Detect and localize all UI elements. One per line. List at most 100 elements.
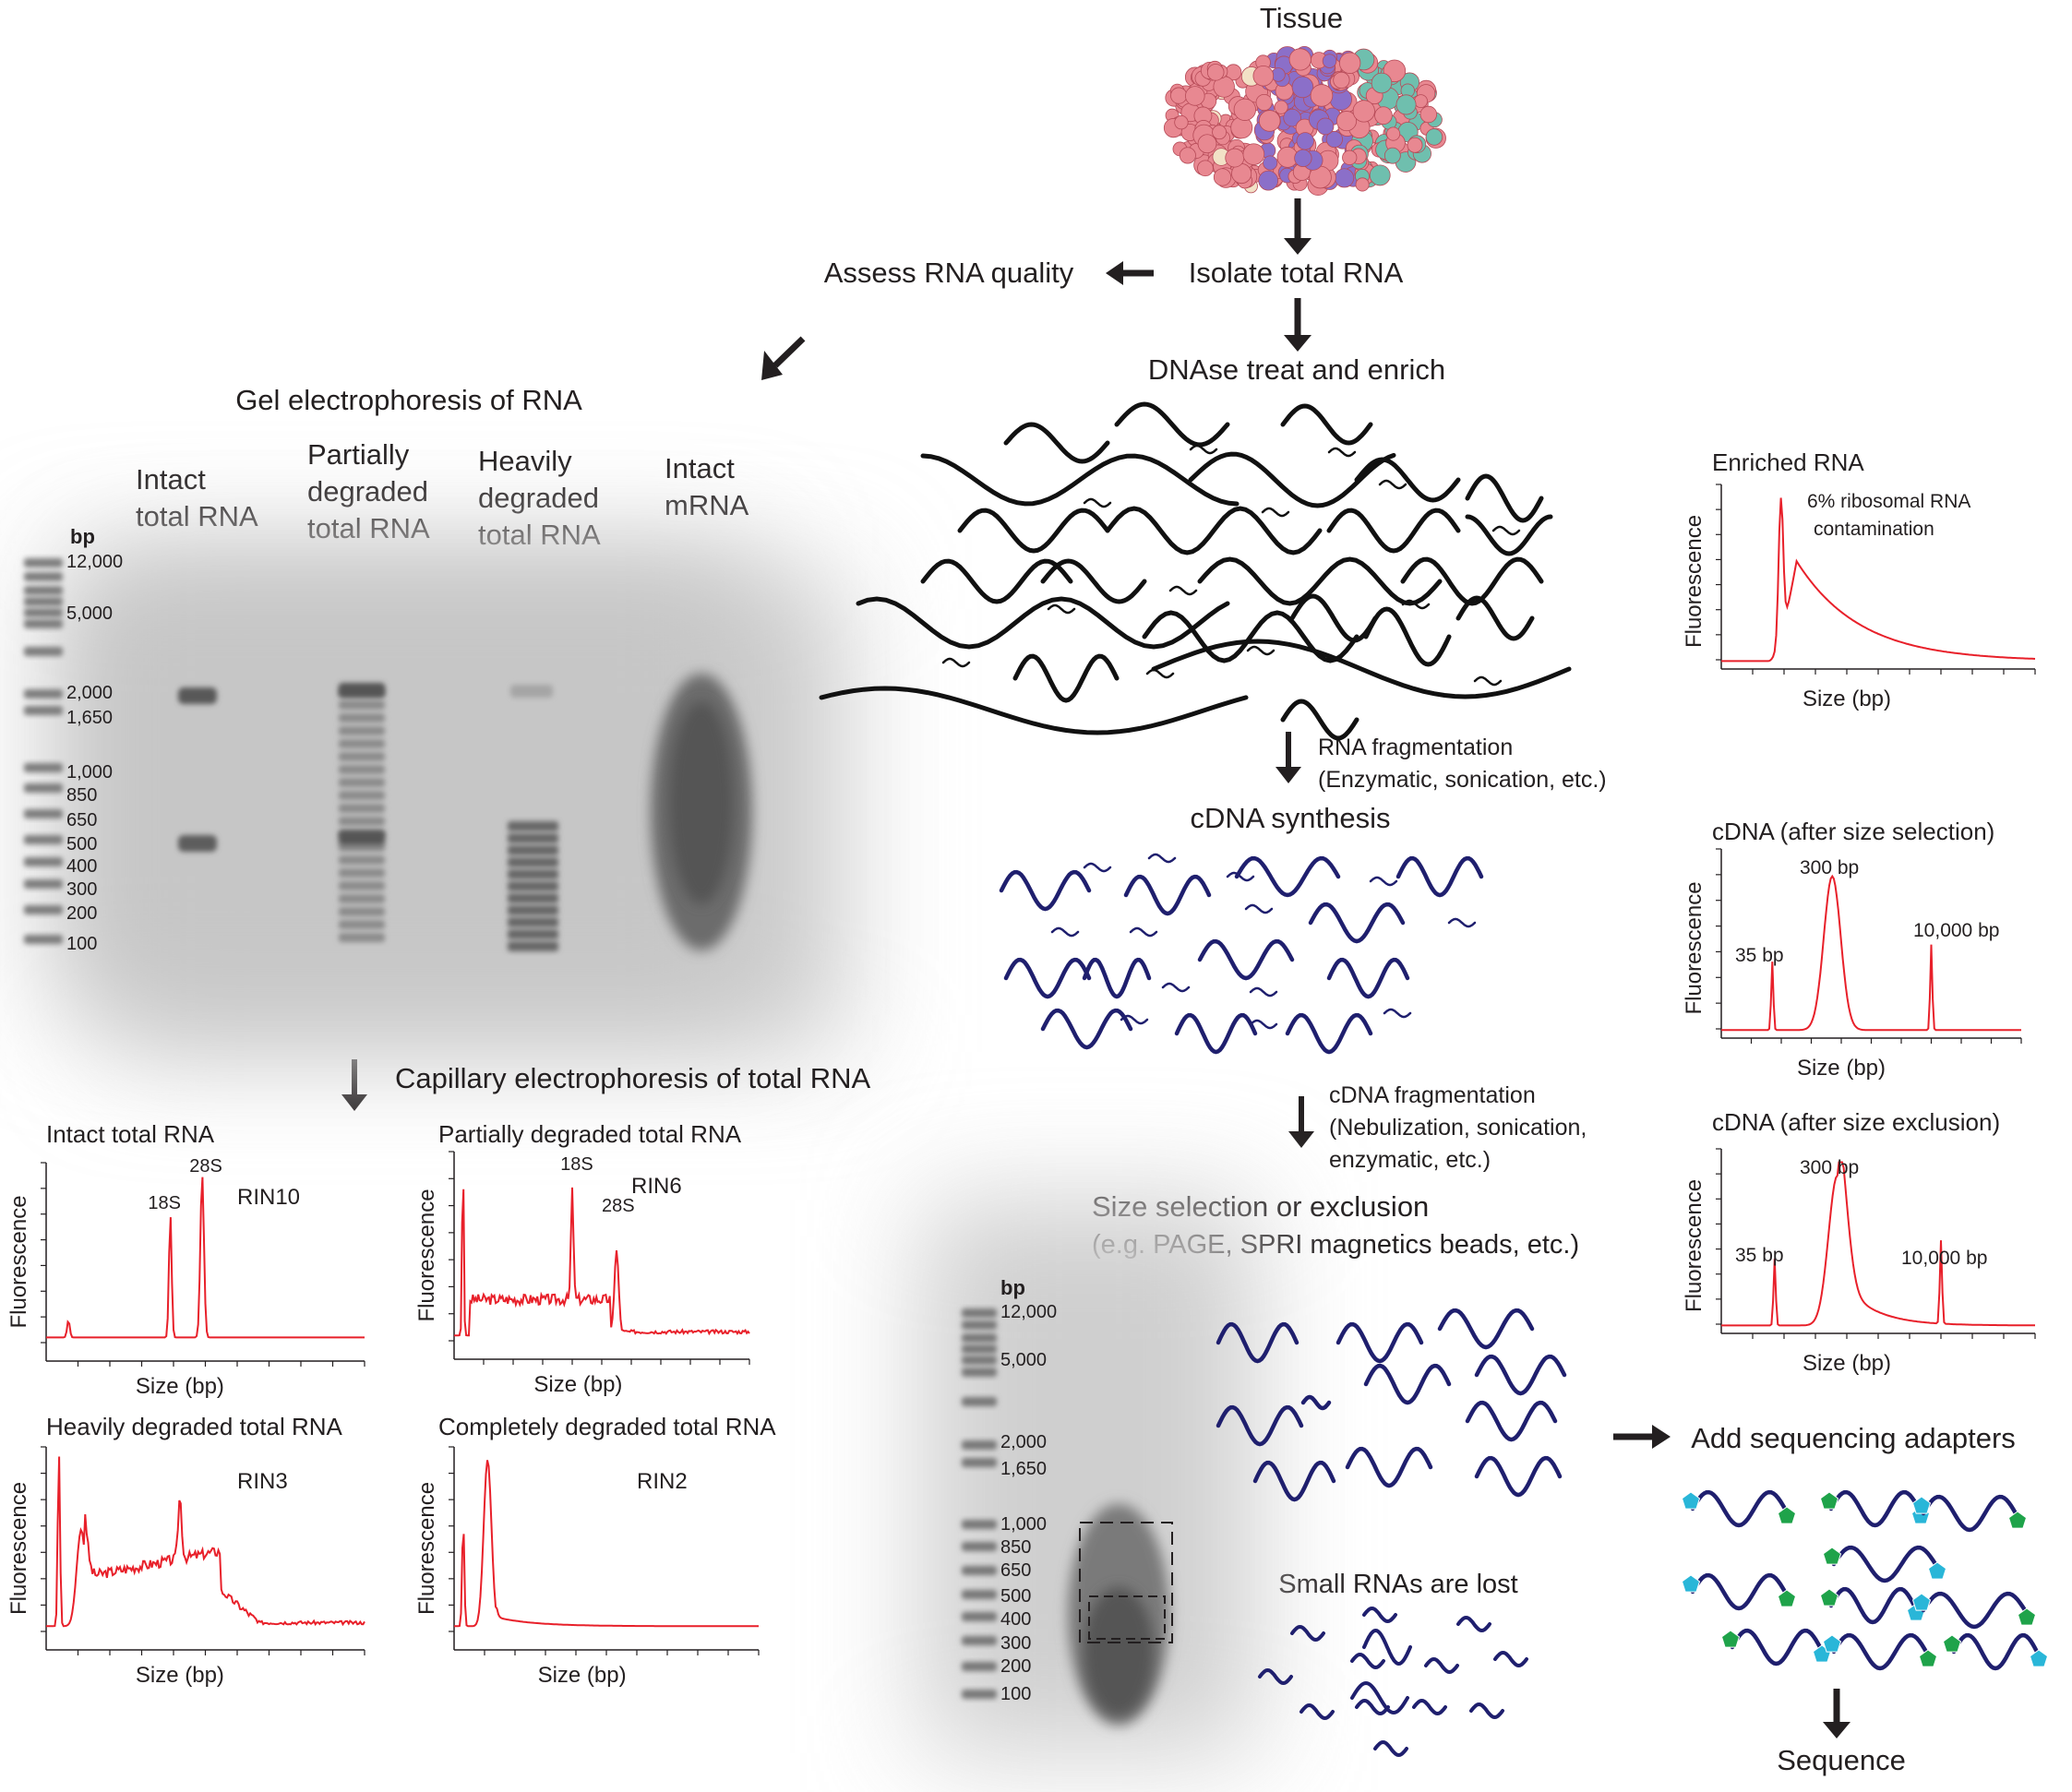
small-cdna	[1369, 876, 1398, 887]
tissue-cell	[1291, 76, 1314, 99]
tissue-cell	[1322, 54, 1337, 68]
rna-strand	[856, 596, 1230, 650]
ladder-band	[962, 1333, 997, 1343]
tissue-cell	[1414, 94, 1428, 109]
fluorescence-trace	[454, 1460, 759, 1628]
lane-4-label-line-1: Intact	[665, 452, 735, 484]
rna-strand	[1326, 508, 1461, 554]
size-gel-ladder-bands	[962, 1308, 997, 1699]
capillary-panel-1: Intact total RNA Fluorescence Size (bp) RIN…	[6, 1120, 365, 1399]
small-cdna	[1383, 1008, 1412, 1019]
ladder-band	[24, 835, 63, 844]
small-rna	[1189, 444, 1218, 455]
peak-label-35bp: 35 bp	[1735, 945, 1784, 966]
peak-label-28s: 28S	[189, 1156, 222, 1177]
x-axis-label: Size (bp)	[533, 1372, 622, 1397]
tissue-cell	[1197, 134, 1217, 154]
small-rna-strand	[1373, 1739, 1408, 1758]
adapter-5prime	[1911, 1593, 1932, 1611]
adapter-3prime	[1777, 1589, 1797, 1607]
small-rna	[1047, 603, 1076, 615]
rna-strand	[1280, 699, 1359, 741]
small-rna-strand	[1456, 1615, 1491, 1633]
cdna-strand	[1174, 1012, 1258, 1055]
tissue-cell	[1174, 115, 1189, 130]
selected-cdna-strand	[1465, 1400, 1558, 1442]
small-rna	[1145, 668, 1175, 679]
rin-value: RIN10	[237, 1185, 300, 1210]
adapter-5prime	[1720, 1630, 1741, 1648]
small-cdna	[1447, 917, 1477, 928]
selected-cdna-strand	[1252, 1460, 1336, 1502]
ladder-label: 400	[66, 856, 97, 877]
small-cdna	[1161, 982, 1191, 993]
tissue-cell	[1296, 132, 1314, 150]
adapter-5prime	[1911, 1496, 1932, 1514]
ladder-label: 400	[1000, 1609, 1031, 1630]
smear-band	[508, 881, 558, 891]
tissue-cell	[1369, 164, 1391, 186]
adapter-5prime	[1822, 1634, 1842, 1653]
selected-cdna-strand	[1363, 1363, 1452, 1405]
selected-cdna-strand	[1300, 1394, 1332, 1411]
contamination-note-1: 6% ribosomal RNA	[1807, 491, 1970, 512]
tissue-cell	[1386, 126, 1401, 141]
smear-band	[339, 778, 385, 787]
ladder-label: 650	[66, 810, 97, 830]
adapter-3prime	[2029, 1649, 2049, 1667]
selected-cdna-strand	[1474, 1455, 1563, 1498]
smear-band	[339, 817, 385, 826]
arrow-rna-fragmentation	[1276, 732, 1301, 783]
ladder-label: 500	[66, 834, 97, 854]
smear-band	[339, 804, 385, 813]
ladder-band	[962, 1458, 997, 1467]
adapter-3prime	[1918, 1649, 1938, 1667]
smear-band	[508, 833, 558, 843]
capillary-panel-2: Partially degraded total RNA Fluorescence…	[414, 1120, 750, 1397]
cdna-fragmentation-methods-2: enzymatic, etc.)	[1329, 1147, 1491, 1173]
adapter-3prime	[2017, 1607, 2037, 1626]
rna-strand	[920, 453, 1240, 507]
ladder-band	[24, 879, 63, 889]
tissue-cell	[1263, 155, 1278, 171]
capillary-panel-3: Heavily degraded total RNA Fluorescence Si…	[6, 1413, 365, 1688]
ladder-label: 1,000	[1000, 1514, 1047, 1535]
cdna-strand	[1123, 874, 1212, 916]
tissue-cell	[1325, 130, 1343, 149]
peak-label-10000bp: 10,000 bp	[1901, 1248, 1987, 1269]
small-rna	[1083, 497, 1112, 508]
tissue-cell	[1395, 94, 1417, 115]
small-rna	[941, 657, 971, 668]
small-rna-strand	[1362, 1606, 1397, 1624]
rna-strand	[1400, 556, 1544, 606]
capillary-title: Capillary electrophoresis of total RNA	[395, 1062, 870, 1094]
rna-strand	[1114, 401, 1230, 448]
peak-label-300bp: 300 bp	[1800, 857, 1859, 878]
tissue-cell	[1255, 93, 1273, 112]
cdna-strand	[1003, 957, 1092, 999]
adapter-5prime	[1819, 1491, 1839, 1510]
adapter-5prime	[1681, 1491, 1701, 1510]
tissue-cell	[1225, 148, 1245, 168]
ladder-label: 2,000	[1000, 1432, 1047, 1452]
ladder-band	[24, 905, 63, 914]
tissue-cell	[1252, 65, 1275, 87]
ladder-label: 300	[1000, 1633, 1031, 1654]
band-28s	[339, 683, 385, 698]
rna-strand	[1465, 473, 1544, 523]
lane-3-label-line-2: degraded	[478, 482, 599, 514]
size-selection-box-outer	[1079, 1522, 1173, 1643]
x-axis-label: Size (bp)	[136, 1663, 224, 1688]
x-axis-label: Size (bp)	[1803, 1351, 1891, 1376]
smear-band	[339, 791, 385, 800]
rna-fragmentation-label: RNA fragmentation	[1318, 735, 1513, 760]
smear-band	[339, 907, 385, 916]
tissue-cell	[1316, 117, 1335, 136]
right-plot-title: cDNA (after size selection)	[1712, 818, 1994, 845]
small-cdna	[1120, 1014, 1149, 1025]
adapter-ligated-strands	[1681, 1489, 2049, 1671]
small-rna-strand	[1424, 1656, 1459, 1675]
ladder-band	[962, 1320, 997, 1330]
small-rna-strands	[1258, 1606, 1528, 1758]
x-axis-label: Size (bp)	[538, 1663, 627, 1688]
